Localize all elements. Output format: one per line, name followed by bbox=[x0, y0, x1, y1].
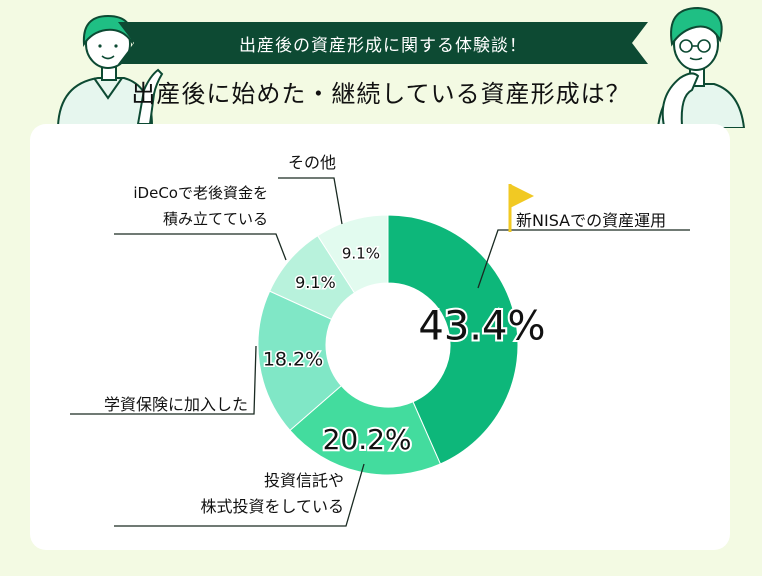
leader-line-toushi bbox=[114, 463, 365, 527]
category-label-other: その他 bbox=[288, 153, 336, 172]
leader-line-nisa bbox=[477, 229, 690, 289]
banner-ribbon-shape bbox=[118, 22, 648, 64]
value-label-other: 9.1% bbox=[342, 244, 380, 262]
leader-line-other bbox=[278, 177, 343, 225]
title-banner: 出産後の資産形成に関する体験談！ bbox=[118, 22, 648, 64]
value-label-nisa: 43.4% bbox=[418, 304, 545, 350]
category-label-ideco: 積み立てている bbox=[163, 210, 268, 228]
donut-chart: 43.4% 20.2% 18.2% 9.1% 9.1% 新NISAでの資産運用投資信託や株… bbox=[70, 153, 690, 527]
banner-text: 出産後の資産形成に関する体験談！ bbox=[239, 35, 527, 56]
donut-slice-other bbox=[316, 214, 389, 294]
category-label-toushi: 投資信託や bbox=[264, 471, 344, 490]
value-label-ideco: 9.1% bbox=[295, 273, 336, 292]
chart-card: 43.4% 20.2% 18.2% 9.1% 9.1% 新NISAでの資産運用投資信託や株… bbox=[30, 124, 730, 550]
leader-line-hoken bbox=[70, 345, 257, 415]
value-label-hoken: 18.2% bbox=[263, 349, 323, 371]
category-label-toushi: 株式投資をしている bbox=[200, 497, 344, 516]
category-label-hoken: 学資保険に加入した bbox=[104, 395, 248, 414]
right-person-illustration bbox=[656, 6, 746, 128]
category-label-ideco: iDeCoで老後資金を bbox=[133, 184, 268, 202]
donut-slice-toushi bbox=[289, 385, 442, 476]
headline: 出産後に始めた・継続している資産形成は？ bbox=[131, 80, 631, 108]
flag-icon bbox=[510, 184, 534, 208]
banner-ribbon bbox=[118, 22, 648, 64]
category-label-nisa: 新NISAでの資産運用 bbox=[516, 211, 666, 230]
donut-slice-hoken bbox=[257, 290, 342, 432]
value-label-toushi: 20.2% bbox=[323, 423, 412, 456]
leader-line-ideco bbox=[114, 233, 287, 261]
donut-slice-nisa bbox=[387, 214, 519, 465]
